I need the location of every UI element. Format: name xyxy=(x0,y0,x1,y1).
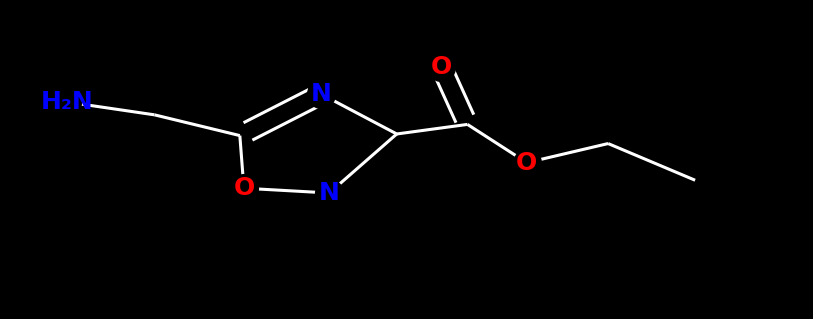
Text: O: O xyxy=(516,151,537,175)
Text: O: O xyxy=(233,176,254,200)
Text: O: O xyxy=(431,55,452,79)
Text: H₂N: H₂N xyxy=(41,90,93,114)
Text: N: N xyxy=(311,82,332,106)
Text: N: N xyxy=(319,181,340,205)
